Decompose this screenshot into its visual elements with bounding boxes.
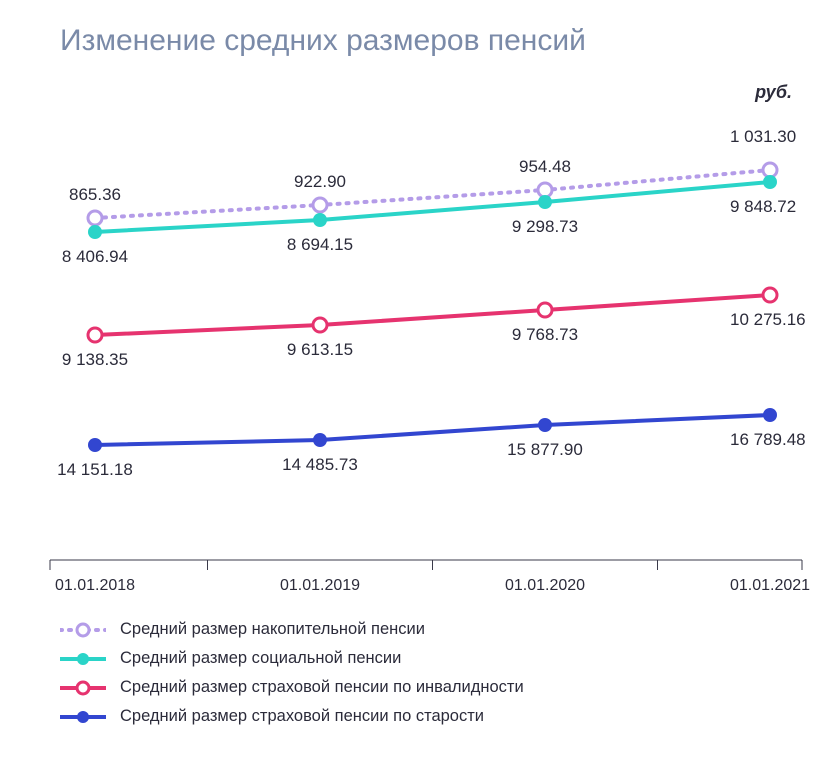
data-label-accumulative: 865.36 (69, 185, 121, 204)
marker-disability (763, 288, 777, 302)
legend-item-social: Средний размер социальной пенсии (60, 649, 524, 668)
marker-social (763, 175, 777, 189)
marker-accumulative (88, 211, 102, 225)
legend-swatch (60, 679, 106, 697)
data-label-social: 8 406.94 (62, 247, 128, 266)
legend-swatch (60, 650, 106, 668)
x-axis-label: 01.01.2021 (730, 577, 810, 594)
data-label-social: 8 694.15 (287, 235, 353, 254)
data-label-disability: 9 613.15 (287, 340, 353, 359)
legend-label: Средний размер страховой пенсии по старо… (120, 707, 484, 726)
marker-social (538, 195, 552, 209)
legend-item-oldage: Средний размер страховой пенсии по старо… (60, 707, 524, 726)
x-axis-label: 01.01.2019 (280, 577, 360, 594)
marker-accumulative (763, 163, 777, 177)
marker-accumulative (313, 198, 327, 212)
marker-oldage (88, 438, 102, 452)
data-label-accumulative: 922.90 (294, 172, 346, 191)
data-label-oldage: 15 877.90 (507, 440, 583, 459)
marker-accumulative (538, 183, 552, 197)
data-label-disability: 9 138.35 (62, 350, 128, 369)
x-axis-label: 01.01.2018 (55, 577, 135, 594)
data-label-disability: 9 768.73 (512, 325, 578, 344)
series-line-disability (95, 295, 770, 335)
legend-label: Средний размер страховой пенсии по инвал… (120, 678, 524, 697)
marker-disability (88, 328, 102, 342)
marker-social (313, 213, 327, 227)
data-label-social: 9 298.73 (512, 217, 578, 236)
marker-social (88, 225, 102, 239)
marker-oldage (538, 418, 552, 432)
data-label-oldage: 16 789.48 (730, 430, 806, 449)
series-line-oldage (95, 415, 770, 445)
data-label-social: 9 848.72 (730, 197, 796, 216)
legend-item-disability: Средний размер страховой пенсии по инвал… (60, 678, 524, 697)
legend-label: Средний размер социальной пенсии (120, 649, 401, 668)
chart-legend: Средний размер накопительной пенсии Средн… (60, 620, 524, 736)
legend-swatch (60, 621, 106, 639)
marker-disability (313, 318, 327, 332)
marker-oldage (313, 433, 327, 447)
data-label-accumulative: 954.48 (519, 157, 571, 176)
data-label-disability: 10 275.16 (730, 310, 806, 329)
legend-item-accumulative: Средний размер накопительной пенсии (60, 620, 524, 639)
data-label-oldage: 14 151.18 (57, 460, 133, 479)
x-axis-label: 01.01.2020 (505, 577, 585, 594)
series-line-social (95, 182, 770, 232)
marker-oldage (763, 408, 777, 422)
chart-container: Изменение средних размеров пенсий руб. 8… (0, 0, 832, 758)
marker-disability (538, 303, 552, 317)
data-label-accumulative: 1 031.30 (730, 127, 796, 146)
legend-label: Средний размер накопительной пенсии (120, 620, 425, 639)
data-label-oldage: 14 485.73 (282, 455, 358, 474)
legend-swatch (60, 708, 106, 726)
